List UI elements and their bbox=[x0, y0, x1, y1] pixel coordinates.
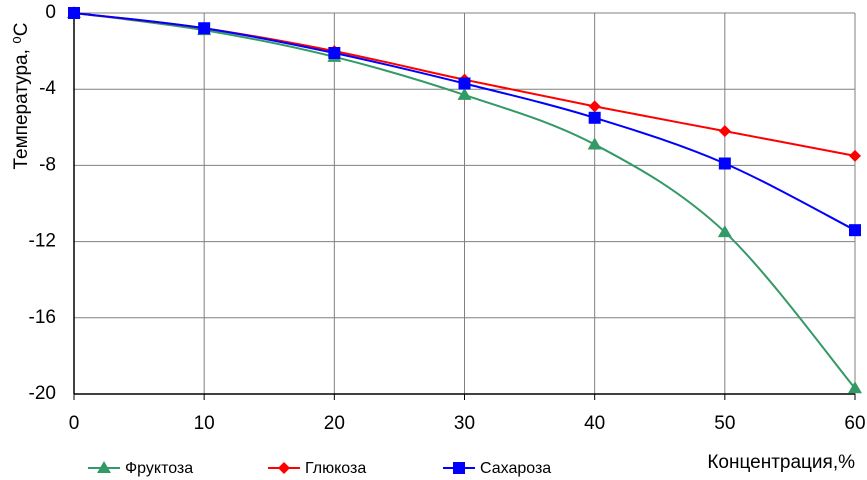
x-tick-label: 20 bbox=[324, 413, 345, 434]
legend-label: Глюкоза bbox=[305, 460, 366, 477]
y-tick-label: -20 bbox=[29, 383, 56, 404]
marker bbox=[588, 100, 601, 113]
x-tick-label: 30 bbox=[454, 413, 475, 434]
marker bbox=[453, 462, 465, 474]
marker bbox=[278, 462, 290, 474]
x-tick-label: 60 bbox=[844, 413, 865, 434]
legend-label: Фруктоза bbox=[125, 460, 193, 477]
marker bbox=[328, 47, 341, 60]
marker bbox=[718, 125, 731, 138]
marker bbox=[457, 87, 472, 100]
y-axis-label: Температура, ⁰C bbox=[11, 23, 32, 170]
y-tick-label: 0 bbox=[45, 2, 56, 23]
marker bbox=[717, 225, 732, 238]
marker bbox=[97, 461, 111, 473]
marker bbox=[458, 77, 471, 90]
marker bbox=[849, 224, 861, 237]
marker bbox=[849, 149, 861, 162]
legend: Фруктоза Глюкоза Сахароза bbox=[88, 460, 551, 477]
y-tick-label: -16 bbox=[29, 307, 56, 328]
y-tick-label: -4 bbox=[39, 78, 56, 99]
x-tick-label: 10 bbox=[194, 413, 215, 434]
x-tick-label: 40 bbox=[584, 413, 605, 434]
marker bbox=[587, 137, 602, 150]
x-axis-label: Концентрация,% bbox=[707, 452, 855, 473]
y-tick-label: -8 bbox=[39, 154, 56, 175]
marker bbox=[718, 157, 731, 170]
y-tick-label: -12 bbox=[29, 231, 56, 252]
x-tick-label: 50 bbox=[714, 413, 735, 434]
x-tick-label: 0 bbox=[69, 413, 80, 434]
marker bbox=[68, 7, 80, 19]
marker bbox=[198, 22, 211, 35]
marker bbox=[848, 381, 862, 394]
marker bbox=[588, 111, 601, 124]
legend-label: Сахароза bbox=[480, 460, 551, 477]
